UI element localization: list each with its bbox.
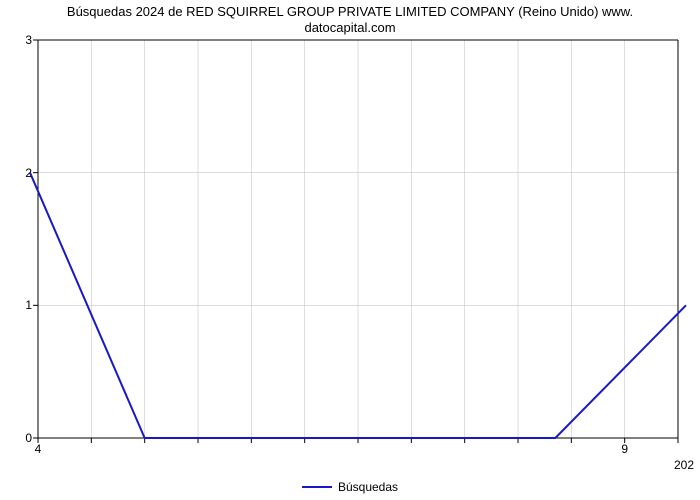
xtick-label: 4 xyxy=(35,442,42,456)
chart-title-line1: Búsquedas 2024 de RED SQUIRREL GROUP PRI… xyxy=(67,4,633,19)
ytick-label: 2 xyxy=(25,166,32,180)
ytick-label: 1 xyxy=(25,298,32,312)
ytick-label: 3 xyxy=(25,33,32,47)
chart-container: { "title_line1": "Búsquedas 2024 de RED … xyxy=(0,0,700,500)
ytick-label: 0 xyxy=(25,431,32,445)
chart-title: Búsquedas 2024 de RED SQUIRREL GROUP PRI… xyxy=(0,4,700,35)
xtick-label: 9 xyxy=(621,442,628,456)
legend: Búsquedas xyxy=(0,479,700,494)
legend-line-swatch xyxy=(302,486,332,488)
legend-label: Búsquedas xyxy=(338,480,398,494)
xaxis-secondary-label: 202 xyxy=(674,458,694,472)
plot-svg xyxy=(38,40,678,438)
plot-area: 012349202 xyxy=(38,40,678,438)
chart-title-line2: datocapital.com xyxy=(304,20,395,35)
